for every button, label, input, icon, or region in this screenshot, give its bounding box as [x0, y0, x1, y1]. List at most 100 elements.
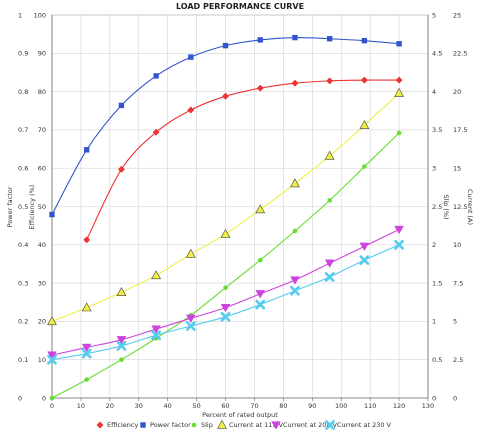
left-inner-tick-label: 0: [42, 394, 46, 402]
right-inner-tick-label: 0: [432, 394, 436, 402]
right-outer-tick-label: 5: [453, 318, 457, 326]
right-outer-tick-label: 7.5: [453, 279, 463, 287]
legend-label-power-factor: Power factor: [150, 421, 191, 429]
x-tick-label: 80: [279, 402, 287, 410]
power-factor-point: [292, 34, 298, 41]
right-inner-tick-label: 4: [432, 88, 436, 96]
slip-point: [362, 164, 367, 169]
left-outer-tick-label: 0.1: [18, 356, 28, 364]
current-at-230-v-point: [359, 255, 370, 266]
left-inner-tick-label: 90: [38, 50, 46, 58]
legend-label-efficiency: Efficiency: [107, 421, 138, 429]
legend-label-current-at-115-v: Current at 115 V: [229, 421, 284, 429]
x-tick-label: 90: [308, 402, 316, 410]
left-inner-tick-label: 50: [38, 203, 46, 211]
x-tick-label: 30: [135, 402, 143, 410]
slip-point: [119, 357, 124, 363]
right-inner-tick-label: 1: [432, 318, 436, 326]
right-outer-tick-label: 22.5: [453, 50, 467, 58]
right-outer-tick-label: 15: [453, 165, 461, 173]
left-outer-tick-label: 1: [18, 11, 22, 19]
current-at-208-v-markers: [47, 225, 404, 360]
current-at-208-v-point: [47, 351, 57, 360]
legend-marker-current-at-208-v: [271, 421, 281, 430]
x-tick-label: 130: [422, 402, 434, 410]
efficiency-point: [256, 84, 264, 92]
current-at-208-v-point: [290, 276, 300, 285]
current-at-115-v-point: [394, 87, 404, 97]
power-factor-point: [153, 73, 159, 79]
right-outer-tick-label: 10: [453, 241, 461, 249]
current-at-115-v-point: [185, 248, 196, 258]
power-factor-point: [222, 42, 229, 49]
x-tick-label: 60: [221, 402, 229, 410]
current-at-115-v-point: [151, 270, 162, 280]
current-at-208-v-point: [394, 225, 404, 235]
grid: [51, 14, 429, 399]
legend-item-slip: Slip: [191, 421, 213, 429]
current-at-230-v-point: [220, 311, 231, 322]
legend-item-efficiency: Efficiency: [96, 421, 138, 429]
slip-markers: [49, 130, 402, 401]
right-outer-tick-label: 17.5: [453, 126, 467, 134]
efficiency-point: [117, 165, 125, 173]
chart-title: LOAD PERFORMANCE CURVE: [176, 2, 304, 11]
current-at-208-v-point: [359, 242, 370, 252]
power-factor-point: [188, 54, 194, 60]
current-at-208-v-point: [116, 336, 127, 345]
slip-point: [49, 395, 55, 401]
left-outer-tick-label: 0.9: [18, 50, 28, 58]
left-inner-tick-label: 100: [34, 11, 46, 19]
current-at-115-v-point: [324, 150, 335, 160]
legend-item-current-at-230-v: Current at 230 V: [325, 420, 392, 430]
x-tick-label: 70: [250, 402, 258, 410]
right-inner-tick-label: 2: [432, 241, 436, 249]
current-at-230-v-point: [255, 299, 266, 310]
legend: Efficiency Power factor Slip Current at 115…: [96, 419, 392, 430]
current-at-230-v-markers: [47, 239, 404, 365]
efficiency-markers: [83, 76, 403, 244]
left-inner-tick-label: 10: [38, 356, 46, 364]
y-axis-label-current: Current (A): [466, 189, 474, 225]
efficiency-point: [360, 76, 368, 84]
power-factor-point: [118, 102, 125, 109]
x-tick-label: 40: [164, 402, 172, 410]
left-inner-tick-label: 40: [38, 241, 46, 249]
legend-item-power-factor: Power factor: [140, 421, 191, 429]
x-tick-label: 20: [106, 402, 114, 410]
y-axis-label-power-factor: Power factor: [6, 186, 14, 227]
left-outer-tick-label: 0.7: [18, 126, 28, 134]
y-axis-label-efficiency: Efficiency (%): [28, 185, 36, 230]
right-inner-tick-label: 1.5: [432, 279, 442, 287]
right-inner-tick-label: 5: [432, 11, 436, 19]
left-outer-tick-label: 0.4: [18, 241, 28, 249]
legend-item-current-at-208-v: Current at 208 V: [271, 421, 338, 430]
right-inner-tick-label: 4.5: [432, 50, 442, 58]
slip-point: [292, 228, 298, 234]
x-tick-label: 120: [393, 402, 405, 410]
power-factor-point: [396, 41, 402, 47]
right-outer-tick-label: 25: [453, 11, 461, 19]
current-at-208-v-point: [81, 343, 92, 353]
right-inner-tick-label: 3.5: [432, 126, 442, 134]
power-factor-point: [49, 211, 55, 218]
slip-point: [327, 198, 332, 203]
legend-label-slip: Slip: [201, 421, 213, 429]
x-tick-label: 0: [50, 402, 54, 410]
efficiency-point: [221, 92, 230, 100]
right-inner-tick-label: 3: [432, 165, 436, 173]
y-axis-label-slip: Slip (%): [442, 194, 450, 219]
right-inner-tick-label: 0.5: [432, 356, 442, 364]
x-tick-label: 110: [364, 402, 376, 410]
x-tick-label: 10: [77, 402, 85, 410]
left-outer-tick-label: 0.6: [18, 165, 28, 173]
efficiency-point: [326, 77, 334, 85]
current-at-230-v-point: [324, 272, 335, 282]
right-outer-tick-label: 20: [453, 88, 461, 96]
current-at-230-v-point: [116, 341, 127, 351]
tick-labels: 0 10 20 30 40 50 60 70 80 90 100 110 120 13000.10.20.…: [18, 11, 467, 410]
left-inner-tick-label: 20: [38, 318, 46, 326]
left-outer-tick-label: 0.8: [18, 88, 28, 96]
x-axis-label: Percent of rated output: [202, 411, 278, 419]
slip-point: [396, 130, 402, 136]
